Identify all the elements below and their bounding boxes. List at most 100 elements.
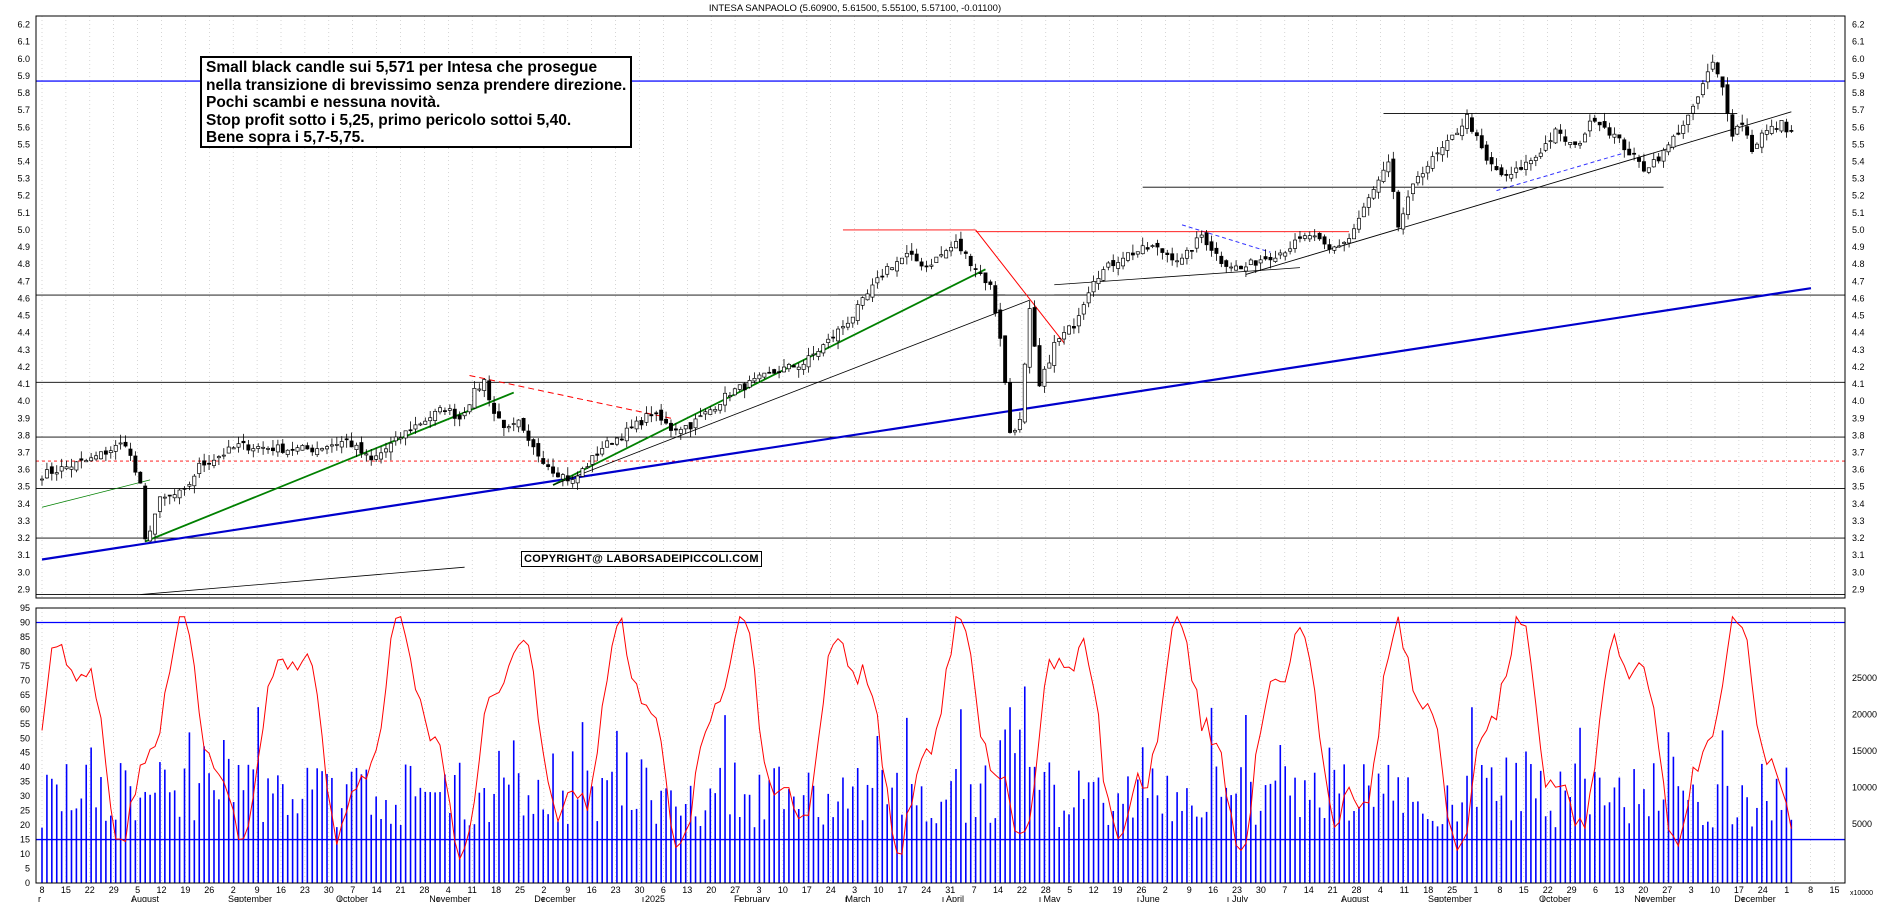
candle-body: [241, 440, 246, 444]
price-tick-label-left: 3.1: [17, 550, 30, 560]
candle-body: [398, 437, 403, 440]
price-tick-label-left: 4.1: [17, 379, 30, 389]
candle-body: [388, 442, 393, 453]
candle-body: [428, 417, 433, 422]
price-tick-label-right: 4.7: [1852, 276, 1865, 286]
candle-body: [1293, 239, 1297, 249]
price-tick-label-left: 5.2: [17, 191, 30, 201]
date-tick-label: 20: [706, 885, 716, 895]
candle-body: [379, 452, 384, 460]
candle-body: [212, 459, 216, 466]
candle-body: [49, 466, 54, 474]
month-label: September: [1428, 894, 1472, 902]
candle-body: [1101, 269, 1106, 281]
date-tick-label: 7: [350, 885, 355, 895]
candle-body: [669, 422, 673, 431]
candle-body: [153, 513, 157, 535]
date-tick-label: 19: [1112, 885, 1122, 895]
price-tick-label-right: 4.0: [1852, 396, 1865, 406]
candle-body: [1214, 247, 1219, 254]
candle-body: [1027, 308, 1032, 368]
price-tick-label-right: 3.4: [1852, 499, 1865, 509]
price-panel-frame: [35, 15, 1846, 599]
copyright-label: COPYRIGHT@ LABORSADEIPICCOLI.COM: [521, 551, 762, 567]
price-tick-label-right: 5.3: [1852, 174, 1865, 184]
price-tick-label-right: 3.3: [1852, 516, 1865, 526]
candle-body: [54, 472, 59, 475]
price-tick-label-right: 3.6: [1852, 465, 1865, 475]
date-tick-label: 9: [255, 885, 260, 895]
candle-body: [1686, 114, 1691, 125]
date-tick-label: 25: [1447, 885, 1457, 895]
oscillator-tick-label: 65: [20, 690, 30, 700]
candle-body: [752, 378, 757, 382]
candle-body: [870, 284, 875, 298]
oscillator-tick-label: 70: [20, 675, 30, 685]
candle-body: [113, 444, 118, 452]
candle-body: [629, 426, 634, 429]
candle-body: [1445, 140, 1450, 151]
candle-body: [1263, 256, 1268, 260]
candle-body: [1450, 134, 1455, 140]
candle-body: [123, 441, 128, 447]
price-tick-label-right: 5.8: [1852, 88, 1865, 98]
date-tick-label: 31: [945, 885, 955, 895]
trend-line: [1181, 224, 1271, 253]
candle-body: [836, 328, 841, 342]
date-tick-label: 30: [634, 885, 644, 895]
candle-body: [1637, 157, 1641, 162]
candle-body: [202, 460, 207, 466]
candle-body: [1229, 266, 1234, 269]
price-tick-label-left: 4.0: [17, 396, 30, 406]
candle-body: [1651, 159, 1656, 168]
date-tick-label: 5: [135, 885, 140, 895]
candle-body: [1332, 246, 1337, 251]
price-tick-label-right: 3.5: [1852, 482, 1865, 492]
candle-body: [693, 418, 698, 429]
candle-body: [138, 471, 143, 484]
candle-body: [221, 454, 226, 457]
candle-body: [256, 446, 261, 449]
oscillator-tick-label: 10: [20, 849, 30, 859]
date-tick-label: 16: [1208, 885, 1218, 895]
candle-body: [374, 455, 379, 460]
date-tick-label: 21: [395, 885, 405, 895]
candle-body: [1568, 142, 1573, 145]
candle-body: [998, 309, 1003, 339]
candle-body: [737, 384, 742, 390]
candle-body: [384, 448, 388, 453]
candle-body: [536, 443, 541, 457]
oscillator-tick-label: 85: [20, 632, 30, 642]
candle-body: [1307, 235, 1312, 240]
candle-body: [767, 371, 772, 374]
candle-body: [59, 466, 64, 472]
candle-body: [1302, 235, 1307, 239]
candle-body: [1587, 120, 1592, 132]
candle-body: [1602, 121, 1607, 128]
candle-body: [585, 466, 590, 469]
candle-body: [1155, 242, 1160, 248]
date-tick-label: 10: [873, 885, 883, 895]
candle-body: [1396, 191, 1401, 228]
candle-body: [1057, 338, 1062, 342]
candle-body: [732, 388, 737, 396]
candle-body: [408, 429, 413, 432]
candle-body: [993, 285, 998, 314]
candle-body: [1288, 248, 1293, 252]
candle-body: [1759, 132, 1764, 148]
price-tick-label-left: 5.8: [17, 88, 30, 98]
candle-body: [162, 496, 167, 499]
candle-body: [1553, 128, 1558, 144]
candle-body: [1784, 121, 1789, 133]
candle-body: [575, 475, 580, 484]
candle-body: [275, 444, 280, 453]
date-tick-label: 6: [661, 885, 666, 895]
candle-body: [1435, 152, 1440, 155]
candle-body: [1489, 157, 1494, 165]
candle-body: [688, 422, 693, 430]
trend-line: [469, 374, 672, 419]
candle-body: [899, 257, 904, 265]
candle-body: [1268, 256, 1273, 261]
candle-body: [816, 351, 821, 357]
trend-lines: [41, 111, 1812, 595]
